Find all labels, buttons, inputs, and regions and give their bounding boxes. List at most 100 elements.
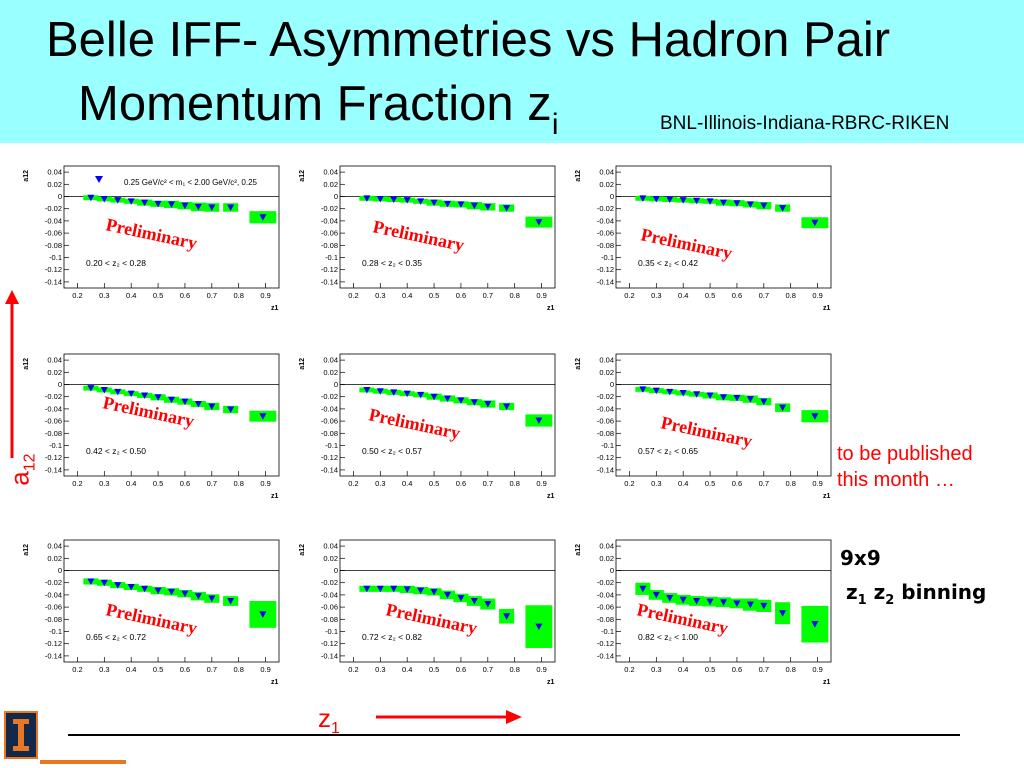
x-tick-label: 0.4 <box>402 665 412 674</box>
x-axis-name: z1 <box>547 305 555 312</box>
y-tick-label: -0.04 <box>45 590 62 599</box>
y-tick-label: -0.06 <box>321 417 338 426</box>
y-tick-label: -0.1 <box>325 441 338 450</box>
x-tick-label: 0.9 <box>812 479 822 488</box>
data-point <box>720 394 727 401</box>
y-tick-label: 0.04 <box>323 168 338 177</box>
data-point <box>417 198 425 205</box>
y-tick-label: 0 <box>334 380 338 389</box>
x-tick-label: 0.2 <box>72 291 82 300</box>
x-tick-label: 0.2 <box>624 665 634 674</box>
y-tick-label: 0 <box>610 380 614 389</box>
y-tick-label: 0.04 <box>47 356 62 365</box>
x-axis-label: z1 <box>318 703 340 738</box>
y-tick-label: -0.02 <box>597 578 614 587</box>
data-point <box>390 585 398 593</box>
y-tick-label: -0.06 <box>45 603 62 612</box>
data-point <box>181 202 189 210</box>
data-point <box>141 199 149 207</box>
data-point <box>470 598 478 605</box>
y-tick-label: -0.02 <box>597 204 614 213</box>
block-i-icon <box>13 719 29 751</box>
data-point <box>484 601 492 608</box>
data-point <box>484 401 492 408</box>
y-tick-label: -0.04 <box>597 404 614 413</box>
y-tick-label: 0 <box>610 566 614 575</box>
x-tick-label: 0.9 <box>812 665 822 674</box>
x-tick-label: 0.5 <box>429 665 439 674</box>
y-axis-name: a12 <box>299 358 306 370</box>
data-point <box>87 578 95 585</box>
y-tick-label: -0.12 <box>321 265 338 274</box>
plot-frame <box>339 165 556 289</box>
plot-frame <box>615 165 832 289</box>
data-point <box>208 403 216 410</box>
data-point <box>666 594 674 602</box>
data-point <box>114 197 122 204</box>
university-logo <box>4 711 38 759</box>
data-point <box>652 387 660 395</box>
data-point <box>390 389 398 396</box>
legend-marker <box>95 176 103 183</box>
data-point <box>376 585 384 593</box>
x-tick-label: 0.4 <box>402 479 412 488</box>
y-tick-label: 0.02 <box>599 554 614 563</box>
y-tick-label: -0.06 <box>597 229 614 238</box>
data-point <box>87 385 95 392</box>
data-point <box>363 386 371 394</box>
data-point <box>154 587 162 595</box>
title-line-2: Momentum Fraction zi <box>78 80 558 140</box>
y-tick-label: 0.02 <box>323 180 338 189</box>
binning-z1-sub: 1 <box>857 593 867 608</box>
data-point <box>403 390 411 398</box>
data-point <box>376 195 384 203</box>
data-point <box>760 602 768 610</box>
plot-frame <box>63 539 280 663</box>
z2-range-label: 0.57 < z₂ < 0.65 <box>638 446 698 456</box>
y-tick-label: -0.04 <box>321 216 338 225</box>
x-tick-label: 0.5 <box>153 291 163 300</box>
plot-frame <box>615 353 832 477</box>
data-point <box>403 586 411 593</box>
data-point <box>811 219 819 227</box>
asymmetry-panel-6: 0.04 0.02 0 -0.02 -0.04 -0.06 -0.08 -0.1 -0.12 -0… <box>575 353 832 500</box>
x-tick-label: 0.9 <box>536 479 546 488</box>
binning-line-1: 9x9 <box>840 546 881 570</box>
y-tick-label: -0.1 <box>601 627 614 636</box>
y-tick-label: -0.06 <box>45 229 62 238</box>
data-point <box>444 591 451 599</box>
data-point <box>194 593 202 600</box>
data-point <box>484 203 492 211</box>
data-point <box>181 590 189 598</box>
publication-note-line-2: this month … <box>837 469 955 491</box>
plot-frame <box>339 353 556 477</box>
y-tick-label: -0.14 <box>321 651 338 660</box>
y-axis-name: a12 <box>23 544 30 556</box>
data-point <box>168 588 175 596</box>
binning-z2-sub: 2 <box>885 593 895 608</box>
x-tick-label: 0.4 <box>126 291 136 300</box>
x-tick-label: 0.6 <box>732 291 742 300</box>
data-point <box>639 386 647 393</box>
y-tick-label: -0.06 <box>597 603 614 612</box>
y-tick-label: -0.04 <box>597 216 614 225</box>
z2-range-label: 0.65 < z₂ < 0.72 <box>86 632 146 642</box>
data-point <box>168 201 175 208</box>
y-axis-name: a12 <box>575 358 582 370</box>
data-point <box>430 588 438 596</box>
x-tick-label: 0.8 <box>509 665 519 674</box>
y-tick-label: -0.1 <box>49 253 62 262</box>
data-point <box>693 598 701 605</box>
y-tick-label: 0.04 <box>599 542 614 551</box>
data-point <box>535 417 543 424</box>
y-tick-label: -0.14 <box>45 651 62 660</box>
data-point <box>679 197 687 204</box>
data-point <box>417 391 425 399</box>
data-point <box>733 200 741 207</box>
x-tick-label: 0.6 <box>180 291 190 300</box>
data-point <box>666 388 674 396</box>
y-tick-label: -0.14 <box>45 465 62 474</box>
data-point <box>535 219 543 226</box>
publication-note-line-1: to be published <box>837 443 973 465</box>
data-point <box>168 396 175 404</box>
